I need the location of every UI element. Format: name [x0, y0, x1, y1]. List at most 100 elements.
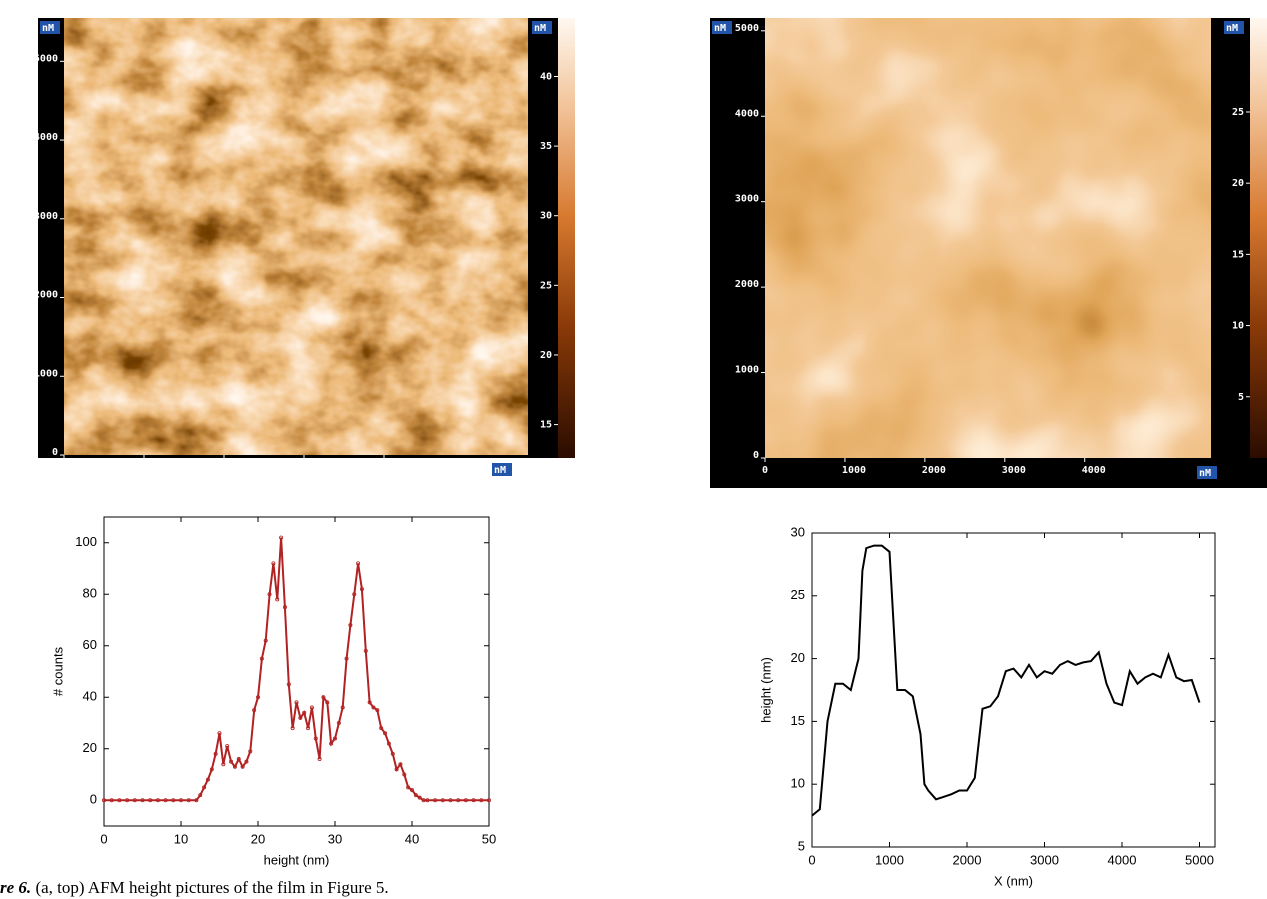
data-point: [102, 798, 107, 803]
data-point: [371, 705, 376, 710]
data-point: [279, 535, 284, 540]
data-point: [352, 592, 357, 597]
data-point: [394, 767, 399, 772]
data-point: [421, 798, 426, 803]
data-point: [306, 726, 311, 731]
x-tick-label: 20: [251, 831, 265, 846]
data-point: [205, 777, 210, 782]
data-point: [240, 764, 245, 769]
data-point: [433, 798, 438, 803]
data-point: [344, 656, 349, 661]
caption-label: Figure 6.: [0, 878, 31, 897]
y-tick-label: 30: [791, 524, 805, 539]
x-tick-label: 30: [328, 831, 342, 846]
data-point: [198, 793, 203, 798]
data-point: [109, 798, 114, 803]
y-tick-label: 5: [798, 838, 805, 853]
plot-frame: [811, 532, 1216, 848]
data-point: [406, 785, 411, 790]
data-point: [217, 731, 222, 736]
data-line: [104, 537, 489, 802]
y-tick-label: 4000: [735, 108, 759, 119]
data-point: [448, 798, 453, 803]
colorbar-tick-label: 25: [540, 280, 552, 291]
colorbar-tick-label: 40: [540, 71, 552, 82]
y-tick-label: 3000: [735, 194, 759, 205]
data-point: [117, 798, 122, 803]
colorbar-tick-label: 20: [1232, 178, 1244, 189]
data-point: [340, 705, 345, 710]
data-point: [202, 785, 207, 790]
afm-height-image: [765, 18, 1211, 458]
y-axis-label: # counts: [50, 646, 65, 696]
x-tick-label: 1000: [141, 462, 165, 473]
data-point: [244, 759, 249, 764]
data-point: [298, 715, 303, 720]
afm-height-image: [64, 18, 528, 455]
unit-label: nM: [534, 23, 546, 34]
data-point: [383, 731, 388, 736]
data-point: [178, 798, 183, 803]
data-point: [325, 700, 330, 705]
y-tick-label: 20: [791, 650, 805, 665]
data-point: [213, 751, 218, 756]
data-point: [402, 772, 407, 777]
data-point: [163, 798, 168, 803]
colorbar-tick-label: 15: [540, 420, 552, 431]
data-point: [186, 798, 191, 803]
data-point: [263, 638, 268, 643]
unit-badge: [1197, 466, 1217, 479]
data-point: [379, 726, 384, 731]
unit-label: nM: [1226, 23, 1238, 34]
data-point: [148, 798, 153, 803]
unit-badge: [40, 21, 60, 34]
data-point: [252, 708, 257, 713]
x-axis-label: height (nm): [264, 852, 330, 867]
y-tick-label: 5000: [735, 23, 759, 34]
data-point: [232, 764, 237, 769]
x-tick-label: 10: [174, 831, 188, 846]
data-point: [332, 736, 337, 741]
data-point: [229, 759, 234, 764]
x-tick-label: 4000: [1082, 465, 1106, 476]
data-point: [259, 656, 264, 661]
data-point: [375, 708, 380, 713]
data-point: [248, 749, 253, 754]
data-point: [140, 798, 145, 803]
data-point: [367, 700, 372, 705]
colorbar: [1250, 18, 1267, 458]
data-point: [286, 682, 291, 687]
x-tick-label: 5000: [1185, 852, 1214, 867]
data-point: [356, 561, 361, 566]
x-tick-label: 2000: [953, 852, 982, 867]
unit-badge: [532, 21, 552, 34]
x-tick-label: 4000: [381, 462, 405, 473]
unit-badge: [492, 463, 512, 476]
y-tick-label: 0: [753, 450, 759, 461]
x-tick-label: 40: [405, 831, 419, 846]
data-point: [255, 695, 260, 700]
data-point: [348, 623, 353, 628]
colorbar-tick-label: 20: [540, 350, 552, 361]
data-point: [309, 705, 314, 710]
x-tick-label: 1000: [842, 465, 866, 476]
data-point: [456, 798, 461, 803]
colorbar-tick-label: 35: [540, 141, 552, 152]
y-tick-label: 5000: [34, 53, 58, 64]
data-point: [290, 726, 295, 731]
plot-frame: [103, 516, 490, 827]
data-point: [321, 695, 326, 700]
y-tick-label: 20: [83, 740, 97, 755]
y-tick-label: 2000: [735, 279, 759, 290]
unit-label: nM: [42, 23, 54, 34]
data-point: [132, 798, 137, 803]
data-point: [425, 798, 430, 803]
y-tick-label: 60: [83, 637, 97, 652]
y-tick-label: 80: [83, 586, 97, 601]
unit-label: nM: [494, 465, 506, 476]
data-point: [463, 798, 468, 803]
y-tick-label: 1000: [735, 365, 759, 376]
data-point: [363, 648, 368, 653]
data-point: [225, 744, 230, 749]
